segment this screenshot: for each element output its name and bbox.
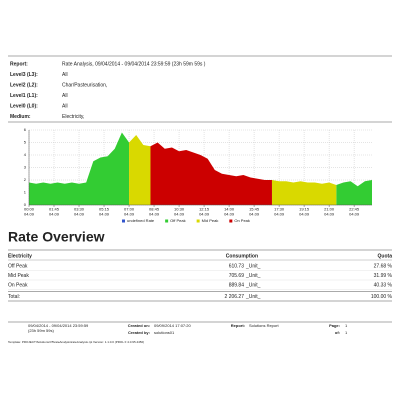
section-title: Rate Overview: [8, 229, 105, 245]
table-cell: _Unit_: [245, 273, 261, 279]
x-tick-date: 04.09: [224, 212, 235, 217]
x-tick-date: 04.09: [324, 212, 335, 217]
footer-page-label: Page:: [329, 323, 340, 328]
legend-swatch: [229, 219, 233, 223]
x-tick-label: 22:45: [349, 207, 360, 212]
header-value: All: [62, 93, 68, 99]
footer-duration: (23h 59m 59s): [28, 328, 54, 333]
x-tick-label: 17:30: [274, 207, 285, 212]
table-cell: 100.00 %: [371, 294, 393, 300]
x-tick-label: 05:15: [99, 207, 110, 212]
table-header: Electricity: [8, 253, 32, 259]
table-cell: 2 206.27: [225, 294, 245, 300]
x-tick-date: 04.09: [124, 212, 135, 217]
table-cell: Off Peak: [8, 263, 28, 269]
footer-of-label: of:: [335, 330, 340, 335]
x-tick-label: 08:45: [149, 207, 160, 212]
header-label: Level3 (L3):: [10, 72, 38, 78]
header-value: All: [62, 72, 68, 78]
footer-template: Template: PROJECT\Solutions\V5\rateAnaly…: [8, 340, 144, 344]
x-tick-date: 04.09: [99, 212, 110, 217]
table-header: Consumption: [226, 253, 258, 259]
header-label: Medium:: [10, 114, 31, 120]
header-label: Report:: [10, 61, 28, 67]
footer-created-on: 09/09/2014 17:07:20: [154, 323, 191, 328]
legend-swatch: [122, 219, 125, 223]
legend-label: Off Peak: [170, 218, 186, 223]
x-tick-label: 12:15: [199, 207, 210, 212]
header-value: Rate Analysis, 09/04/2014 - 09/04/2014 2…: [62, 61, 206, 67]
area: [129, 135, 337, 205]
header-value: All: [62, 103, 68, 109]
x-tick-date: 04.09: [349, 212, 360, 217]
legend-swatch: [196, 219, 200, 223]
area: [150, 142, 272, 205]
x-tick-label: 07:00: [124, 207, 135, 212]
y-tick-label: 1: [24, 190, 27, 195]
footer-period: 09/04/2014 - 09/04/2014 23:59:59: [28, 323, 89, 328]
y-tick-label: 6: [24, 127, 27, 132]
x-tick-date: 04.09: [299, 212, 310, 217]
table-cell: 889.84: [229, 282, 245, 288]
table-cell: _Unit_: [245, 294, 261, 300]
legend-label: On Peak: [234, 218, 250, 223]
table-cell: _Unit_: [245, 282, 261, 288]
header-value: Char/Pasteurisation,: [62, 82, 107, 88]
table-cell: Total:: [8, 294, 20, 300]
legend-swatch: [165, 219, 169, 223]
table-cell: On Peak: [8, 282, 28, 288]
table-header: Quota: [378, 253, 393, 259]
table-cell: 40.33 %: [374, 282, 393, 288]
x-tick-date: 04.09: [49, 212, 60, 217]
header-value: Electricity,: [62, 114, 84, 120]
x-tick-date: 04.09: [174, 212, 185, 217]
y-tick-label: 4: [24, 152, 27, 157]
x-tick-date: 04.09: [149, 212, 160, 217]
y-tick-label: 3: [24, 165, 27, 170]
footer-report: Solutions Report: [249, 323, 279, 328]
footer-page: 1: [345, 323, 348, 328]
y-tick-label: 0: [24, 202, 27, 207]
header-label: Level1 (L1):: [10, 93, 38, 99]
x-tick-label: 01:45: [49, 207, 60, 212]
area: [29, 132, 372, 205]
x-tick-date: 04.09: [249, 212, 260, 217]
x-tick-label: 14:00: [224, 207, 235, 212]
table-cell: 610.73: [229, 263, 245, 269]
y-tick-label: 5: [24, 140, 27, 145]
x-tick-label: 19:15: [299, 207, 310, 212]
x-tick-date: 04.09: [24, 212, 35, 217]
table-cell: _Unit_: [245, 263, 261, 269]
footer-report-label: Report:: [231, 323, 245, 328]
table-cell: 705.69: [229, 273, 245, 279]
x-tick-label: 00:00: [24, 207, 35, 212]
x-tick-label: 03:30: [74, 207, 85, 212]
table-cell: 27.68 %: [374, 263, 393, 269]
x-tick-label: 15:45: [249, 207, 260, 212]
legend-label: undefined Rate: [127, 218, 155, 223]
x-tick-date: 04.09: [274, 212, 285, 217]
x-tick-date: 04.09: [74, 212, 85, 217]
header-label: Level0 (L0):: [10, 103, 38, 109]
legend-label: Mid Peak: [202, 218, 219, 223]
x-tick-label: 21:00: [324, 207, 335, 212]
table-cell: Mid Peak: [8, 273, 29, 279]
x-tick-label: 10:30: [174, 207, 185, 212]
footer-created-by-label: Created by:: [128, 330, 150, 335]
footer-of: 1: [345, 330, 348, 335]
y-tick-label: 2: [24, 177, 27, 182]
header-label: Level2 (L2):: [10, 82, 38, 88]
x-tick-date: 04.09: [199, 212, 210, 217]
footer-created-by: solutions01: [154, 330, 175, 335]
table-cell: 31.99 %: [374, 273, 393, 279]
footer-created-on-label: Created on:: [128, 323, 150, 328]
